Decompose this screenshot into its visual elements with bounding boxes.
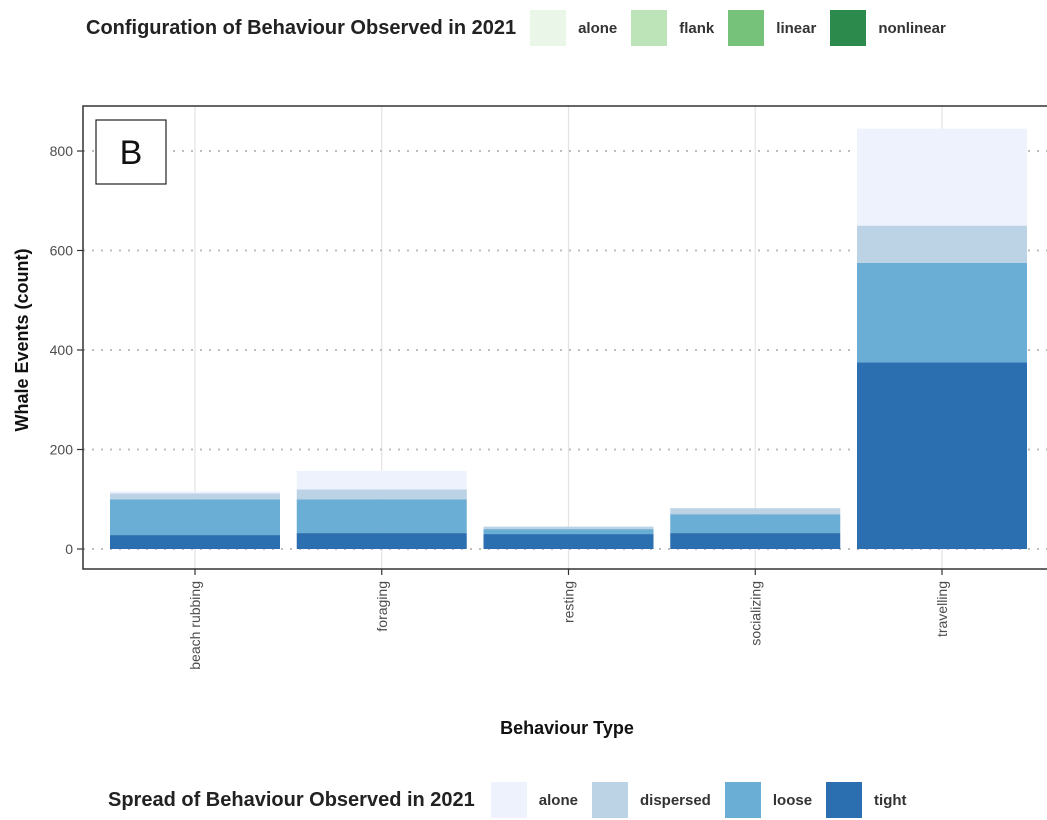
legend-key-spread-tight: tight — [826, 782, 920, 818]
legend-swatch-config-nonlinear — [830, 10, 867, 46]
x-tick-label-resting: resting — [561, 581, 577, 623]
bar-foraging-tight — [296, 533, 467, 549]
legend-swatch-config-flank — [631, 10, 668, 46]
bar-travelling-loose — [857, 262, 1027, 363]
legend-key-spread-alone: alone — [490, 782, 592, 818]
legend-label-spread-alone: alone — [538, 791, 578, 809]
bar-beach-rubbing-alone — [110, 491, 280, 494]
bar-resting-tight — [483, 534, 654, 549]
bar-resting-dispersed — [483, 526, 654, 530]
bar-foraging-alone — [296, 470, 467, 490]
legend-swatch-config-alone — [530, 10, 567, 46]
y-tick-label-400: 400 — [50, 342, 74, 358]
y-tick-label-200: 200 — [50, 442, 74, 458]
legend-label-config-nonlinear: nonlinear — [878, 19, 946, 37]
legend-swatch-spread-alone — [490, 782, 527, 818]
bar-beach-rubbing-dispersed — [110, 493, 280, 500]
bar-beach-rubbing-tight — [110, 535, 280, 549]
legend-key-spread-dispersed: dispersed — [591, 782, 725, 818]
y-axis-title: Whale Events (count) — [12, 248, 32, 431]
bar-socializing-tight — [670, 533, 841, 549]
legend-key-spread-loose: loose — [724, 782, 826, 818]
spread-legend-title: Spread of Behaviour Observed in 2021 — [108, 788, 475, 811]
panel-border — [82, 105, 1047, 570]
y-tick-label-800: 800 — [50, 143, 74, 159]
x-axis-ticks: beach rubbing foraging resting socializing t… — [187, 569, 950, 670]
configuration-legend: Configuration of Behaviour Observed in 2… — [86, 8, 960, 48]
y-axis-ticks: 0 200 400 600 800 — [50, 143, 83, 557]
legend-label-spread-dispersed: dispersed — [639, 791, 711, 809]
y-tick-label-0: 0 — [65, 541, 73, 557]
bar-travelling-alone — [857, 128, 1027, 226]
legend-key-config-flank: flank — [631, 10, 728, 46]
bar-foraging-loose — [296, 499, 467, 534]
legend-swatch-config-linear — [728, 10, 765, 46]
legend-label-config-flank: flank — [679, 19, 715, 37]
x-tick-label-foraging: foraging — [374, 581, 390, 632]
legend-swatch-spread-dispersed — [591, 782, 628, 818]
y-tick-label-600: 600 — [50, 243, 74, 259]
x-tick-label-beach-rubbing: beach rubbing — [187, 581, 203, 670]
legend-label-config-alone: alone — [578, 19, 618, 37]
legend-key-config-linear: linear — [728, 10, 830, 46]
bar-travelling-dispersed — [857, 225, 1027, 263]
legend-swatch-spread-tight — [826, 782, 863, 818]
configuration-legend-title: Configuration of Behaviour Observed in 2… — [86, 16, 517, 39]
bar-socializing-loose — [670, 514, 841, 534]
legend-label-spread-loose: loose — [772, 791, 813, 809]
bar-socializing-dispersed — [670, 508, 841, 515]
legend-swatch-spread-loose — [724, 782, 761, 818]
legend-key-config-nonlinear: nonlinear — [830, 10, 960, 46]
bar-beach-rubbing-loose — [110, 499, 280, 536]
bar-travelling-tight — [857, 362, 1027, 549]
bars — [110, 128, 1027, 549]
legend-label-spread-tight: tight — [874, 791, 907, 809]
panel-label: B — [120, 134, 143, 172]
legend-label-config-linear: linear — [776, 19, 817, 37]
bar-resting-loose — [483, 529, 654, 535]
legend-key-config-alone: alone — [530, 10, 631, 46]
x-axis-title: Behaviour Type — [500, 718, 634, 738]
x-tick-label-travelling: travelling — [934, 581, 950, 637]
spread-legend: Spread of Behaviour Observed in 2021 alo… — [108, 780, 921, 820]
panel-label-box — [95, 119, 167, 185]
x-tick-label-socializing: socializing — [747, 581, 763, 646]
bar-foraging-dispersed — [296, 489, 467, 500]
